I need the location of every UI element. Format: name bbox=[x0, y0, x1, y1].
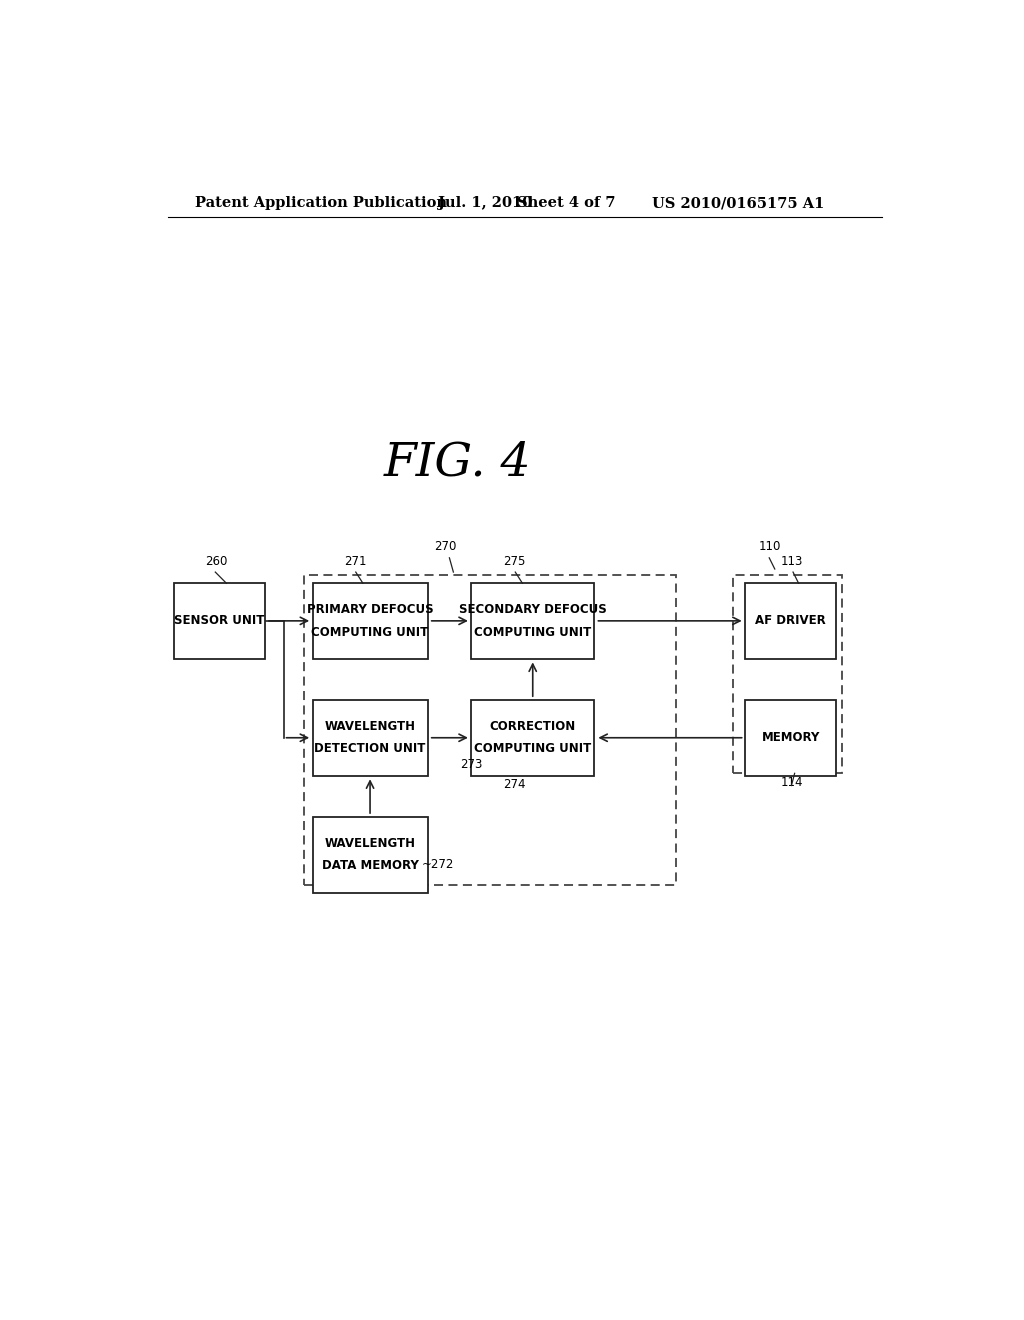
Bar bbox=[312, 700, 428, 776]
Text: SENSOR UNIT: SENSOR UNIT bbox=[174, 614, 264, 627]
Text: DETECTION UNIT: DETECTION UNIT bbox=[314, 742, 426, 755]
Text: DATA MEMORY: DATA MEMORY bbox=[322, 859, 419, 873]
Bar bbox=[471, 582, 594, 659]
Bar bbox=[733, 576, 842, 774]
Text: CORRECTION: CORRECTION bbox=[489, 721, 575, 733]
Bar bbox=[745, 582, 837, 659]
Text: FIG. 4: FIG. 4 bbox=[384, 441, 531, 486]
Text: COMPUTING UNIT: COMPUTING UNIT bbox=[474, 626, 592, 639]
Text: 271: 271 bbox=[344, 554, 367, 568]
Text: Jul. 1, 2010: Jul. 1, 2010 bbox=[437, 197, 531, 210]
Text: WAVELENGTH: WAVELENGTH bbox=[325, 837, 416, 850]
Bar bbox=[745, 700, 837, 776]
Text: ~272: ~272 bbox=[422, 858, 454, 871]
Bar bbox=[174, 582, 265, 659]
Text: 274: 274 bbox=[504, 777, 526, 791]
Bar bbox=[471, 700, 594, 776]
Text: 110: 110 bbox=[759, 540, 781, 553]
Text: SECONDARY DEFOCUS: SECONDARY DEFOCUS bbox=[459, 603, 606, 616]
Text: WAVELENGTH: WAVELENGTH bbox=[325, 721, 416, 733]
Text: COMPUTING UNIT: COMPUTING UNIT bbox=[311, 626, 429, 639]
Text: 260: 260 bbox=[205, 554, 227, 568]
Text: 114: 114 bbox=[781, 776, 804, 788]
Text: 270: 270 bbox=[434, 540, 457, 553]
Text: Sheet 4 of 7: Sheet 4 of 7 bbox=[517, 197, 615, 210]
Bar bbox=[312, 582, 428, 659]
Text: COMPUTING UNIT: COMPUTING UNIT bbox=[474, 742, 592, 755]
Text: PRIMARY DEFOCUS: PRIMARY DEFOCUS bbox=[307, 603, 433, 616]
Text: 273: 273 bbox=[461, 758, 483, 771]
Bar bbox=[312, 817, 428, 892]
Text: 113: 113 bbox=[781, 554, 804, 568]
Text: AF DRIVER: AF DRIVER bbox=[756, 614, 826, 627]
Text: US 2010/0165175 A1: US 2010/0165175 A1 bbox=[652, 197, 824, 210]
Bar bbox=[304, 576, 676, 886]
Text: 275: 275 bbox=[504, 554, 525, 568]
Text: MEMORY: MEMORY bbox=[762, 731, 820, 744]
Text: Patent Application Publication: Patent Application Publication bbox=[196, 197, 447, 210]
